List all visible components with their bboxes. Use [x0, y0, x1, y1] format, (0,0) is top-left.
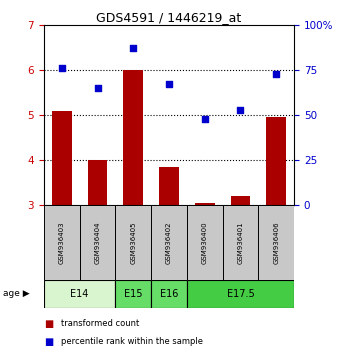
Text: transformed count: transformed count: [61, 319, 139, 329]
Text: GSM936405: GSM936405: [130, 221, 136, 264]
Text: GSM936401: GSM936401: [238, 221, 243, 264]
Title: GDS4591 / 1446219_at: GDS4591 / 1446219_at: [96, 11, 242, 24]
Bar: [159, 167, 179, 205]
Bar: [231, 196, 250, 205]
Text: E15: E15: [124, 289, 143, 299]
Text: age ▶: age ▶: [3, 289, 30, 298]
Bar: [80, 205, 115, 280]
Text: E14: E14: [71, 289, 89, 299]
Bar: [223, 205, 258, 280]
Text: E17.5: E17.5: [226, 289, 254, 299]
Text: GSM936404: GSM936404: [95, 221, 100, 264]
Bar: [52, 110, 72, 205]
Point: [95, 85, 100, 91]
Point: [273, 71, 279, 76]
Bar: [266, 117, 286, 205]
Bar: [44, 205, 80, 280]
Text: percentile rank within the sample: percentile rank within the sample: [61, 337, 203, 346]
Bar: [88, 160, 107, 205]
Text: GSM936403: GSM936403: [59, 221, 65, 264]
Bar: [195, 203, 215, 205]
Bar: [115, 205, 151, 280]
Text: GSM936400: GSM936400: [202, 221, 208, 264]
Bar: [123, 70, 143, 205]
Bar: [44, 280, 115, 308]
Text: GSM936406: GSM936406: [273, 221, 279, 264]
Bar: [258, 205, 294, 280]
Bar: [115, 280, 151, 308]
Bar: [151, 280, 187, 308]
Text: ■: ■: [44, 337, 53, 347]
Text: GSM936402: GSM936402: [166, 221, 172, 264]
Text: E16: E16: [160, 289, 178, 299]
Point: [130, 45, 136, 51]
Bar: [151, 205, 187, 280]
Text: ■: ■: [44, 319, 53, 329]
Bar: [187, 205, 223, 280]
Point: [166, 81, 172, 87]
Point: [59, 65, 65, 71]
Bar: [187, 280, 294, 308]
Point: [202, 116, 208, 121]
Point: [238, 107, 243, 113]
